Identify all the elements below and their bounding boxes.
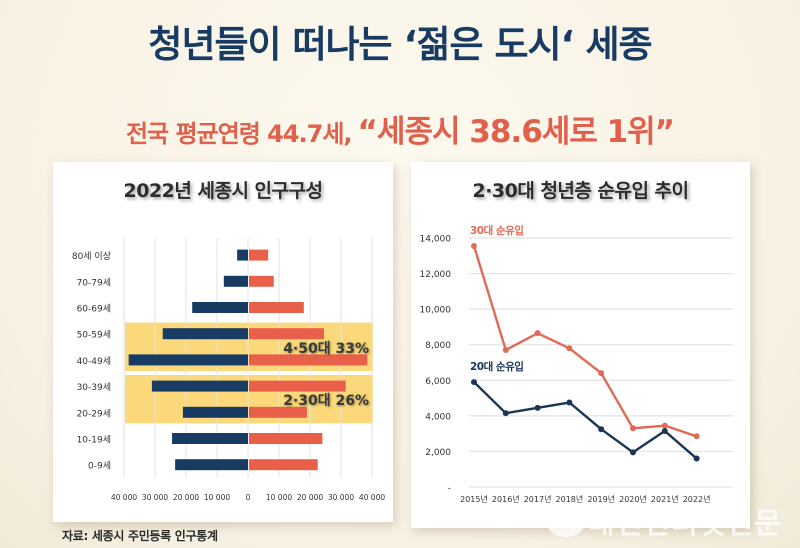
bar-left: [192, 302, 248, 313]
data-point: [502, 347, 509, 354]
x-tick-label: 10 000: [204, 493, 230, 502]
data-point: [566, 399, 573, 406]
bar-left: [182, 406, 248, 418]
population-pyramid-chart: 80세 이상 70-79세 60-69세 50-59세 40-49세 30-39세 20-2…: [72, 238, 385, 502]
y-tick-label: 6,000: [425, 377, 451, 387]
y-tick-label: 2,000: [425, 448, 451, 458]
bar-right: [249, 433, 323, 444]
data-point: [471, 243, 477, 250]
watermark-text: 대전인터넷신문: [588, 506, 782, 540]
x-tick-label: 2015년: [460, 494, 488, 504]
y-tick-label: 4,000: [425, 412, 451, 422]
category-label: 30-39세: [77, 382, 111, 393]
x-tick-label: 20 000: [173, 493, 199, 502]
x-tick-label: 40 000: [359, 493, 385, 502]
bar-left: [175, 459, 248, 471]
bar-right: [249, 459, 318, 471]
bar-right: [249, 302, 304, 313]
data-point: [598, 370, 605, 377]
x-tick-label: 2018년: [556, 494, 584, 504]
x-tick-label: 2016년: [492, 494, 520, 504]
series-label: 20대 순유입: [470, 360, 523, 373]
bar-right: [249, 328, 324, 340]
subheadline: 전국 평균연령 44.7세, “세종시 38.6세로 1위”: [0, 106, 800, 151]
source-note: 자료: 세종시 주민등록 인구통계: [62, 529, 218, 543]
watermark: 대전인터넷신문: [548, 500, 782, 542]
x-tick-label: 40 000: [111, 493, 137, 502]
x-tick-label: 10 000: [266, 493, 292, 502]
data-point: [693, 433, 700, 440]
x-tick-label: 2022년: [683, 494, 711, 504]
data-point: [598, 426, 605, 433]
data-point: [502, 410, 509, 417]
x-tick-label: 2019년: [587, 494, 615, 504]
y-tick-label: 10,000: [420, 306, 452, 316]
bar-left: [162, 328, 248, 340]
x-tick-label: 30 000: [142, 493, 168, 502]
x-tick-label: 2021년: [651, 494, 679, 504]
category-label: 40-49세: [77, 356, 111, 367]
bar-right: [249, 406, 307, 418]
bar-left: [151, 380, 248, 392]
data-point: [661, 422, 668, 429]
category-label: 10-19세: [77, 435, 111, 446]
x-tick-label: 0: [246, 493, 251, 502]
y-tick-label: -: [448, 484, 451, 494]
x-tick-label: 2017년: [524, 494, 552, 504]
data-point: [534, 330, 541, 337]
bar-right: [249, 249, 269, 261]
line-title: 2·30대 청년층 순유입 추이: [472, 180, 689, 202]
data-point: [693, 455, 700, 462]
series-label: 30대 순유입: [470, 224, 523, 237]
net-inflow-line-chart: - 2,000 4,000 6,000 8,000 10,000 12,000 14,000 3…: [420, 224, 733, 504]
bar-right: [249, 275, 274, 287]
line-20s: [473, 381, 698, 460]
y-tick-label: 12,000: [420, 270, 452, 280]
highlight-label: 4·50대 33%: [283, 341, 369, 357]
bar-right: [249, 380, 346, 392]
category-label: 50-59세: [77, 330, 111, 341]
x-tick-label: 20 000: [297, 493, 323, 502]
bar-left: [172, 433, 248, 444]
bar-right: [249, 354, 368, 366]
data-point: [630, 449, 636, 456]
data-point: [534, 404, 541, 411]
data-point: [471, 379, 477, 386]
category-label: 80세 이상: [72, 251, 111, 262]
category-label: 70-79세: [77, 277, 111, 288]
net-inflow-panel: 2·30대 청년층 순유입 추이 - 2,000 4,000 6,000 8,000 10…: [411, 162, 750, 528]
highlight-label: 2·30대 26%: [283, 393, 369, 409]
x-tick-label: 30 000: [328, 493, 354, 502]
category-label: 0-9세: [88, 461, 111, 472]
bar-left: [223, 275, 248, 287]
subheadline-prefix: 전국 평균연령 44.7세,: [125, 120, 353, 148]
bar-left: [128, 354, 248, 366]
headline: 청년들이 떠나는 ‘젊은 도시‘ 세종: [148, 23, 652, 66]
line-30s: [472, 245, 697, 438]
bar-left: [237, 249, 248, 261]
y-tick-label: 14,000: [420, 235, 452, 245]
subheadline-quote: “세종시 38.6세로 1위”: [357, 114, 676, 150]
population-pyramid-panel: 2022년 세종시 인구구성 80세 이상 70-79세 60-69세 50-59세 4…: [53, 162, 393, 522]
data-point: [661, 427, 668, 434]
data-point: [630, 425, 636, 432]
newspaper-logo-icon: [548, 513, 584, 537]
data-point: [566, 345, 573, 352]
category-label: 60-69세: [77, 304, 111, 315]
pyramid-title: 2022년 세종시 인구구성: [123, 180, 323, 202]
category-label: 20-29세: [77, 408, 111, 419]
x-tick-label: 2020년: [619, 494, 647, 504]
y-tick-label: 8,000: [425, 341, 451, 351]
